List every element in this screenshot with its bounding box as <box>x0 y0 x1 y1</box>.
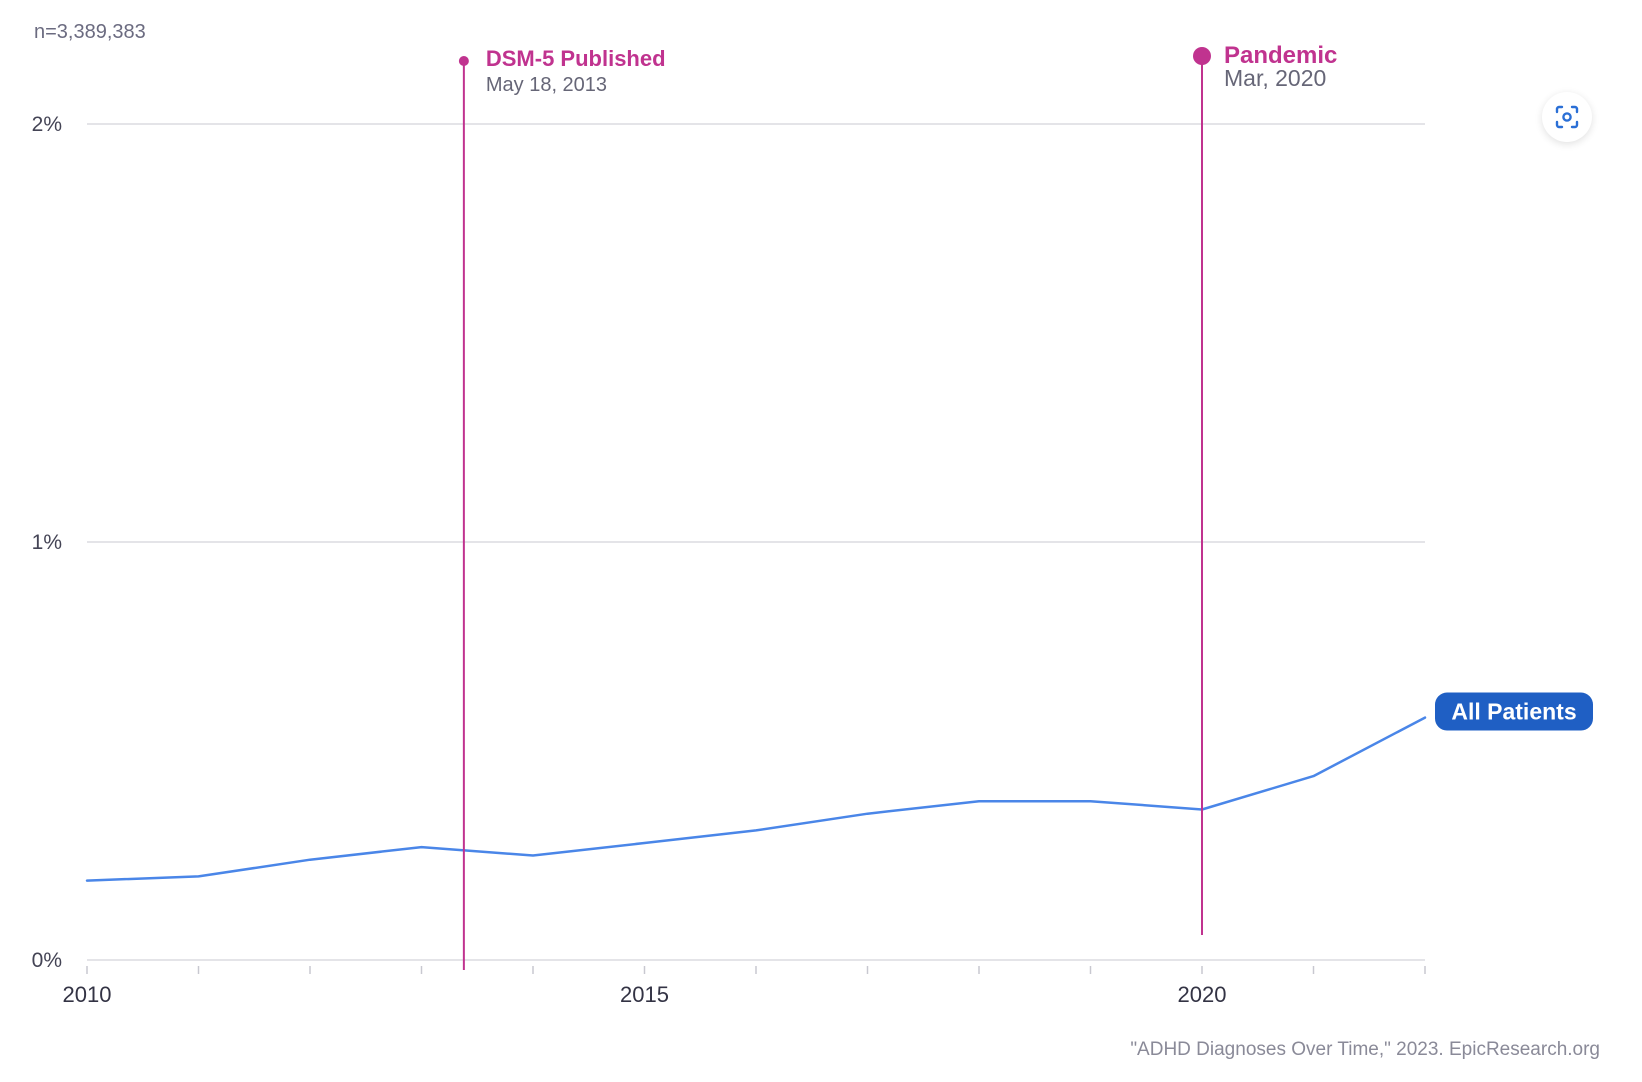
series-label-text: All Patients <box>1451 699 1576 725</box>
event-dot <box>1193 47 1211 65</box>
y-tick-label: 1% <box>32 531 62 554</box>
series-label-pill <box>1435 692 1593 731</box>
screenshot-focus-icon <box>1555 105 1579 129</box>
event-dot <box>458 56 469 66</box>
x-tick-label: 2020 <box>1178 982 1227 1007</box>
x-tick-label: 2015 <box>620 982 669 1007</box>
sample-size-label: n=3,389,383 <box>34 21 146 43</box>
event-label: DSM-5 Published <box>486 46 666 71</box>
series-line <box>85 716 1427 882</box>
event-date: May 18, 2013 <box>486 74 607 96</box>
series-labels: All Patients <box>1435 692 1593 731</box>
x-tick-label: 2010 <box>63 982 112 1007</box>
event-date: Mar, 2020 <box>1224 65 1326 91</box>
event-label: Pandemic <box>1224 42 1337 69</box>
x-axis: 2010 2015 2020 <box>63 966 1426 1007</box>
y-tick-label: 0% <box>32 949 62 972</box>
event-annotations: DSM-5 Published May 18, 2013 PandemicMar, … <box>458 42 1337 970</box>
event-marker: DSM-5 Published May 18, 2013 <box>458 46 666 970</box>
screenshot-button[interactable] <box>1542 92 1592 142</box>
y-axis: 0% 1% 2% <box>32 113 62 972</box>
series-end-label: All Patients <box>1435 692 1593 731</box>
source-note: "ADHD Diagnoses Over Time," 2023. EpicRe… <box>1130 1039 1600 1060</box>
grid <box>87 123 1425 961</box>
y-tick-label: 2% <box>32 113 62 136</box>
series-layer <box>85 716 1427 882</box>
